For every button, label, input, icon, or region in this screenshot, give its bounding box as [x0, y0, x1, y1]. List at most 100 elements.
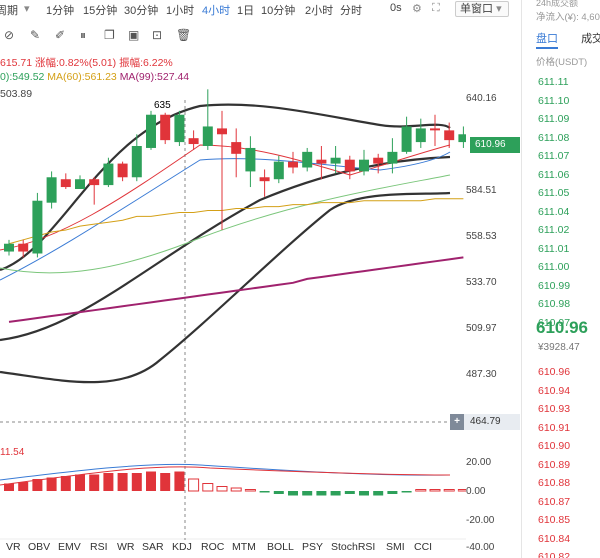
copy-icon[interactable]: ❐: [104, 28, 115, 42]
bid-price[interactable]: 610.87: [538, 495, 571, 508]
bid-price[interactable]: 610.82: [538, 551, 571, 558]
bid-price[interactable]: 610.91: [538, 421, 571, 434]
period-4h[interactable]: 4小时: [202, 5, 231, 17]
trash-icon[interactable]: 🗑: [176, 28, 192, 42]
candle-body[interactable]: [444, 130, 455, 141]
ask-price[interactable]: 610.98: [538, 298, 571, 310]
hover-price-badge[interactable]: +464.79: [450, 414, 520, 430]
candle-body[interactable]: [458, 134, 466, 143]
tab-rsi[interactable]: RSI: [90, 541, 108, 553]
ask-price[interactable]: 611.01: [538, 242, 570, 255]
bid-price[interactable]: 610.93: [538, 403, 571, 415]
period-timeshare[interactable]: 分时: [340, 5, 362, 17]
candle-body[interactable]: [259, 177, 270, 182]
fib-icon[interactable]: ⏸: [80, 28, 87, 42]
candle-body[interactable]: [330, 157, 341, 164]
ask-price[interactable]: 610.99: [538, 279, 571, 292]
ask-price[interactable]: 611.09: [538, 113, 570, 125]
tab-cci[interactable]: CCI: [414, 541, 433, 553]
period-1h[interactable]: 1小时: [166, 5, 195, 17]
candle-body[interactable]: [273, 161, 284, 180]
candle-body[interactable]: [387, 151, 398, 164]
candle-body[interactable]: [316, 159, 327, 164]
candle-body[interactable]: [160, 114, 171, 141]
candle-body[interactable]: [60, 179, 71, 188]
candle-body[interactable]: [117, 163, 128, 178]
candle-body[interactable]: [288, 161, 298, 168]
bid-price[interactable]: 610.96: [538, 366, 571, 378]
tab-obv[interactable]: OBV: [28, 541, 51, 553]
paste-icon[interactable]: ▣: [128, 28, 140, 42]
fullscreen-icon[interactable]: ⛶: [432, 2, 440, 14]
bid-price[interactable]: 610.90: [538, 440, 571, 452]
candle-body[interactable]: [302, 151, 313, 168]
ask-price[interactable]: 611.06: [538, 168, 570, 181]
link-icon[interactable]: ⊘: [4, 28, 15, 42]
ruler-icon[interactable]: ✎: [30, 28, 41, 42]
tab-trades[interactable]: 成交: [581, 33, 600, 45]
candle-body[interactable]: [415, 128, 426, 143]
candle-body[interactable]: [89, 179, 100, 186]
tab-vr[interactable]: VR: [6, 541, 21, 553]
candle-body[interactable]: [32, 200, 43, 254]
tab-roc[interactable]: ROC: [201, 541, 225, 553]
tab-mtm[interactable]: MTM: [232, 541, 256, 553]
candle-body[interactable]: [131, 145, 142, 178]
ask-price[interactable]: 611.05: [538, 187, 570, 199]
candle-body[interactable]: [202, 126, 213, 146]
candle-body[interactable]: [430, 128, 440, 131]
candle-body[interactable]: [146, 114, 156, 148]
period-30m[interactable]: 30分钟: [124, 5, 159, 17]
candle-body[interactable]: [401, 126, 412, 152]
tab-psy[interactable]: PSY: [302, 541, 324, 553]
candle-body[interactable]: [373, 157, 384, 164]
pen-icon[interactable]: ✐: [55, 28, 66, 42]
candlestick-chart[interactable]: 635 11.54: [0, 0, 466, 540]
candle-body[interactable]: [174, 114, 185, 143]
bid-price[interactable]: 610.84: [538, 532, 571, 545]
ask-price[interactable]: 611.11: [538, 76, 569, 88]
candle-body[interactable]: [359, 159, 369, 172]
ma10-line: [0, 151, 451, 281]
tab-sar[interactable]: SAR: [142, 541, 164, 553]
ask-price[interactable]: 610.97: [538, 316, 571, 329]
tab-order-book[interactable]: 盘口: [536, 33, 558, 49]
period-1d[interactable]: 1日: [237, 5, 255, 17]
ask-price[interactable]: 611.07: [538, 150, 570, 162]
period-15m[interactable]: 15分钟: [83, 5, 118, 17]
plus-icon[interactable]: +: [450, 414, 464, 430]
tab-stochrsi[interactable]: StochRSI: [331, 541, 376, 553]
bid-price[interactable]: 610.88: [538, 477, 571, 489]
period-10m[interactable]: 10分钟: [261, 5, 296, 17]
ask-price[interactable]: 611.08: [538, 131, 570, 144]
candle-body[interactable]: [46, 177, 57, 203]
bid-price[interactable]: 610.94: [538, 384, 571, 397]
tab-kdj[interactable]: KDJ: [172, 541, 192, 553]
candle-body[interactable]: [245, 147, 256, 172]
period-1m[interactable]: 1分钟: [46, 5, 75, 17]
candle-body[interactable]: [103, 163, 114, 186]
window-mode-select[interactable]: 单窗口 ▾: [455, 1, 509, 17]
snapshot-icon[interactable]: ⊡: [152, 28, 163, 42]
ask-price[interactable]: 611.00: [538, 261, 570, 273]
tab-boll[interactable]: BOLL: [267, 541, 294, 553]
candle-body[interactable]: [231, 142, 242, 154]
candle-body[interactable]: [344, 159, 355, 172]
tab-emv[interactable]: EMV: [58, 541, 81, 553]
ask-price[interactable]: 611.04: [538, 205, 570, 218]
period-2h[interactable]: 2小时: [305, 5, 334, 17]
candle-body[interactable]: [188, 138, 199, 145]
ask-price[interactable]: 611.10: [538, 94, 570, 107]
settings-icon[interactable]: ⚙: [412, 3, 422, 15]
candle-body[interactable]: [75, 179, 85, 189]
tab-wr[interactable]: WR: [117, 541, 135, 553]
candle-body[interactable]: [4, 243, 14, 252]
chevron-down-icon[interactable]: ▾: [24, 3, 30, 15]
candle-body[interactable]: [18, 243, 29, 252]
ask-price[interactable]: 611.02: [538, 224, 570, 236]
bid-price[interactable]: 610.89: [538, 458, 571, 471]
bid-price[interactable]: 610.85: [538, 514, 571, 526]
tab-smi[interactable]: SMI: [386, 541, 405, 553]
candle-body[interactable]: [217, 128, 227, 135]
boll-mid: [0, 155, 451, 342]
